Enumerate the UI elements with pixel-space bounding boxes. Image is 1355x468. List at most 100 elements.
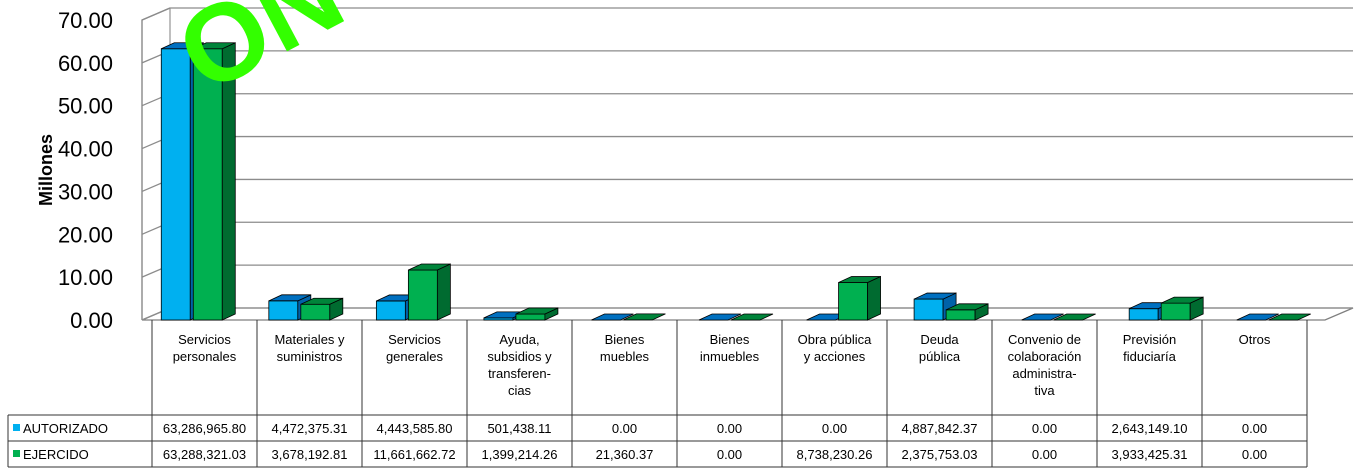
category-label-line: Materiales y <box>274 332 345 347</box>
bar-ejercido-4 <box>623 313 666 321</box>
legend-label-ejercido: EJERCIDO <box>23 447 89 462</box>
y-tick-label: 0.00 <box>70 308 113 333</box>
category-label-line: personales <box>173 349 237 364</box>
category-label: Servicios generales <box>386 332 444 364</box>
bar-autorizado-7 <box>913 292 957 321</box>
table-cell: 0.00 <box>612 421 637 436</box>
table-cell: 0.00 <box>1242 421 1267 436</box>
y-tick-label: 30.00 <box>58 179 113 204</box>
category-label: Bienes inmuebles <box>700 332 760 364</box>
bar-front <box>1128 308 1159 321</box>
y-tick-label: 10.00 <box>58 265 113 290</box>
bar-ejercido-1 <box>300 297 344 321</box>
bar-front <box>945 309 976 321</box>
bar-autorizado-4 <box>591 313 634 321</box>
category-label: Obra pública y acciones <box>798 332 872 364</box>
category-label-line: Previsión <box>1123 332 1176 347</box>
data-table: Servicios personales Materiales y suministr… <box>7 320 1308 468</box>
y-tick-label: 20.00 <box>58 222 113 247</box>
category-label-line: pública <box>919 349 961 364</box>
bar-top <box>1161 296 1204 304</box>
bar-autorizado-10 <box>1236 313 1279 321</box>
category-label-line: fiduciaría <box>1123 349 1177 364</box>
bar-top <box>591 313 634 321</box>
table-cell: 4,472,375.31 <box>272 421 348 436</box>
category-label-line: suministros <box>277 349 343 364</box>
table-cell: 11,661,662.72 <box>373 447 455 462</box>
category-label-line: muebles <box>600 349 650 364</box>
bar-autorizado-8 <box>1021 313 1064 321</box>
category-label: Materiales y suministros <box>274 332 345 364</box>
bar-top <box>515 307 559 315</box>
table-cell: 63,288,321.03 <box>163 447 246 462</box>
category-label-line: administra- <box>1012 366 1076 381</box>
bar-top <box>730 313 774 321</box>
category-label: Deuda pública <box>919 332 961 364</box>
table-cell: 2,375,753.03 <box>902 447 978 462</box>
bar-front <box>515 313 546 321</box>
category-label: Previsión fiduciaría <box>1123 332 1177 364</box>
bar-ejercido-2 <box>407 263 451 321</box>
bar-side <box>436 263 451 321</box>
bar-front <box>913 298 944 321</box>
bar-top <box>1021 313 1064 321</box>
bar-front <box>160 48 191 321</box>
bar-top <box>945 303 989 311</box>
table-cell: 0.00 <box>822 421 847 436</box>
table-cell: 2,643,149.10 <box>1112 421 1188 436</box>
category-label: Bienes muebles <box>600 332 650 364</box>
category-label-line: inmuebles <box>700 349 760 364</box>
bar-top <box>698 313 742 321</box>
bar-ejercido-6 <box>838 275 881 321</box>
category-label-line: y acciones <box>804 349 866 364</box>
bar-top <box>161 42 204 50</box>
category-label-line: cias <box>508 383 532 398</box>
category-label-line: subsidios y <box>487 349 552 364</box>
bar-ejercido-7 <box>945 303 989 321</box>
category-label-line: tiva <box>1034 383 1055 398</box>
bar-top <box>913 292 957 300</box>
y-tick-label: 50.00 <box>58 94 113 119</box>
gridline <box>141 93 1353 107</box>
category-label-line: transferen- <box>488 366 551 381</box>
table-cell: 21,360.37 <box>596 447 654 462</box>
bar-ejercido-9 <box>1160 296 1204 321</box>
bar-ejercido-10 <box>1268 313 1311 321</box>
category-label: Ayuda, subsidios y transferen-cias <box>487 332 552 398</box>
bars <box>160 42 1311 321</box>
table-cell: 0.00 <box>717 447 742 462</box>
bar-top <box>268 294 311 302</box>
category-label-line: Servicios <box>178 332 231 347</box>
bar-top <box>193 42 236 50</box>
y-tick-label: 70.00 <box>58 8 113 33</box>
bar-front <box>407 269 438 321</box>
bar-top <box>408 263 451 271</box>
table-cell: 3,933,425.31 <box>1112 447 1188 462</box>
gridline <box>141 135 1353 150</box>
table-cell: 8,738,230.26 <box>797 447 873 462</box>
legend-key-autorizado <box>13 424 20 431</box>
table-cell: 4,887,842.37 <box>902 421 978 436</box>
category-label-line: Obra pública <box>798 332 872 347</box>
bar-front <box>300 303 331 321</box>
bar-top <box>1236 313 1279 321</box>
bar-top <box>1053 313 1096 321</box>
table-cell: 4,443,585.80 <box>377 421 453 436</box>
category-label-line: Deuda <box>920 332 959 347</box>
category-label-line: Ayuda, <box>499 332 539 347</box>
y-tick-label: 40.00 <box>58 137 113 162</box>
bar-ejercido-8 <box>1053 313 1096 321</box>
table-cell: 501,438.11 <box>487 421 551 436</box>
category-label: Convenio de colaboración administra-tiva <box>1008 332 1082 398</box>
bar-side <box>867 275 881 321</box>
legend-key-ejercido <box>13 450 20 457</box>
gridline <box>141 264 1353 278</box>
bar-autorizado-5 <box>698 313 742 321</box>
y-axis: 0.00 10.00 20.00 30.00 40.00 50.00 60.00 70.00 <box>58 8 113 333</box>
category-label-line: Bienes <box>605 332 645 347</box>
gridline <box>141 7 1353 21</box>
bar-front <box>268 300 299 321</box>
bar-ejercido-0 <box>192 42 236 321</box>
table-cell: 63,286,965.80 <box>163 421 246 436</box>
